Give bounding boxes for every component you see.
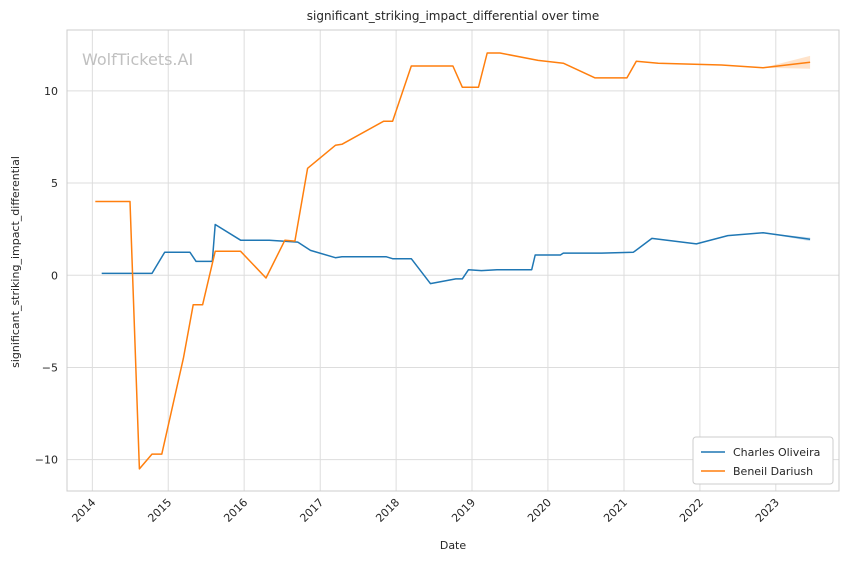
chart-title: significant_striking_impact_differential… xyxy=(307,9,599,23)
y-tick-labels: 10 5 0 −5 −10 xyxy=(35,85,58,467)
legend-label-beneil-dariush: Beneil Dariush xyxy=(733,465,813,478)
y-tick-label: −5 xyxy=(42,361,58,374)
y-axis-label: significant_striking_impact_differential xyxy=(9,156,22,368)
watermark-text: WolfTickets.AI xyxy=(82,50,193,69)
grid-lines xyxy=(67,30,839,491)
legend: Charles Oliveira Beneil Dariush xyxy=(692,436,834,485)
x-axis-label: Date xyxy=(440,539,467,552)
series-line-charles-oliveira xyxy=(101,223,811,285)
plot-frame xyxy=(66,29,840,492)
legend-label-charles-oliveira: Charles Oliveira xyxy=(733,446,820,459)
y-tick-label: 10 xyxy=(44,85,58,98)
series-lines xyxy=(95,52,811,470)
y-tick-label: 0 xyxy=(51,269,58,282)
legend-box xyxy=(692,436,834,485)
y-tick-label: 5 xyxy=(51,177,58,190)
confidence-band-beneil-dariush xyxy=(763,55,811,69)
y-tick-label: −10 xyxy=(35,454,58,467)
series-line-beneil-dariush xyxy=(95,52,811,470)
